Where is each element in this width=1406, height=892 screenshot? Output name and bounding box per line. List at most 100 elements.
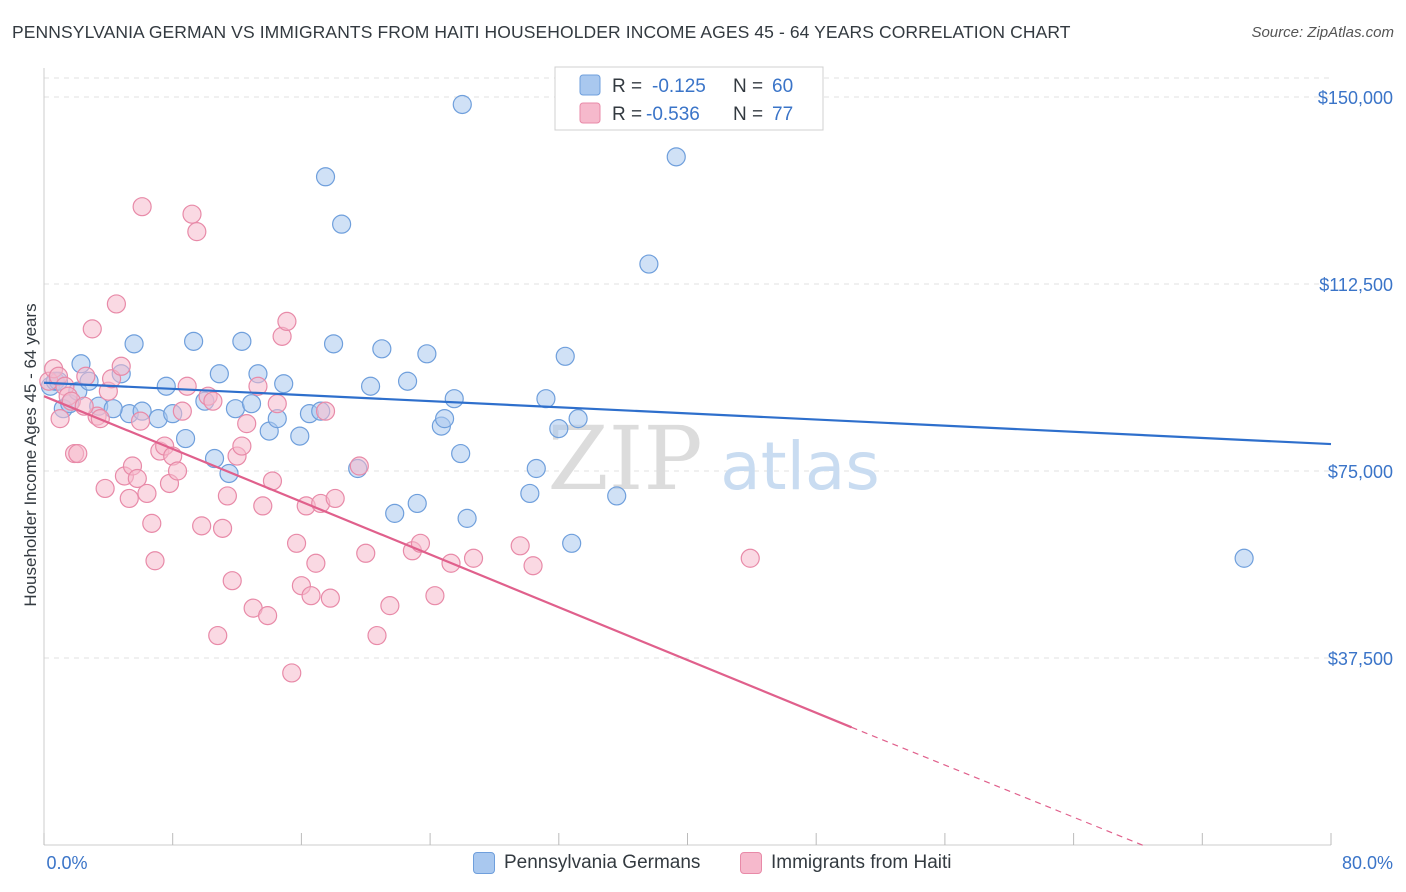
point-pennsylvania-germans	[397, 371, 418, 391]
point-pennsylvania-germans	[315, 167, 336, 187]
point-immigrants-from-haiti	[203, 391, 223, 411]
y-tick-label: $150,000	[1318, 88, 1393, 108]
point-pennsylvania-germans	[607, 486, 627, 506]
stats-n-label-pink: N =	[733, 104, 763, 125]
point-pennsylvania-germans	[124, 334, 144, 354]
y-axis-label: Householder Income Ages 45 - 64 years	[21, 303, 40, 606]
point-pennsylvania-germans	[434, 409, 455, 429]
point-pennsylvania-germans	[103, 399, 123, 419]
point-pennsylvania-germans	[274, 374, 294, 394]
point-pennsylvania-germans	[360, 376, 381, 396]
point-immigrants-from-haiti	[76, 366, 96, 386]
chart-title: PENNSYLVANIA GERMAN VS IMMIGRANTS FROM H…	[12, 22, 1071, 42]
watermark: ZIP atlas	[547, 407, 879, 510]
point-immigrants-from-haiti	[380, 596, 400, 616]
point-immigrants-from-haiti	[510, 536, 530, 556]
stats-legend-pink-swatch	[579, 102, 601, 124]
watermark-atlas: atlas	[720, 428, 880, 505]
point-pennsylvania-germans	[520, 483, 540, 504]
stats-r-label-pink: R =	[612, 104, 642, 125]
point-pennsylvania-germans	[452, 94, 472, 115]
point-immigrants-from-haiti	[425, 586, 445, 606]
legend-item-immigrants-from-haiti[interactable]: Immigrants from Haiti	[740, 852, 952, 874]
point-pennsylvania-germans	[332, 214, 352, 234]
point-pennsylvania-germans	[241, 394, 262, 414]
point-immigrants-from-haiti	[349, 456, 369, 476]
point-immigrants-from-haiti	[111, 356, 131, 376]
point-pennsylvania-germans	[444, 389, 464, 409]
point-immigrants-from-haiti	[192, 516, 212, 536]
point-pennsylvania-germans	[568, 409, 588, 429]
point-immigrants-from-haiti	[182, 204, 202, 224]
point-pennsylvania-germans	[372, 339, 392, 359]
point-immigrants-from-haiti	[212, 518, 233, 538]
trendline-immigrants-from-haiti	[43, 395, 853, 729]
legend-label-immigrants-from-haiti: Immigrants from Haiti	[771, 852, 952, 873]
trendline-pennsylvania-germans	[43, 381, 1332, 446]
point-pennsylvania-germans	[451, 443, 471, 464]
point-immigrants-from-haiti	[177, 376, 197, 396]
point-immigrants-from-haiti	[277, 311, 297, 331]
point-pennsylvania-germans	[232, 331, 252, 351]
x-tick-label: 0.0%	[46, 853, 87, 873]
point-pennsylvania-germans	[175, 428, 196, 449]
point-immigrants-from-haiti	[463, 548, 484, 568]
point-immigrants-from-haiti	[740, 548, 760, 568]
stats-n-label-blue: N =	[733, 76, 763, 97]
point-immigrants-from-haiti	[282, 663, 302, 683]
point-immigrants-from-haiti	[142, 513, 162, 533]
point-pennsylvania-germans	[417, 344, 437, 364]
point-immigrants-from-haiti	[248, 376, 268, 396]
trend-layer	[43, 381, 1332, 848]
point-pennsylvania-germans	[225, 399, 246, 419]
point-pennsylvania-germans	[290, 426, 310, 446]
point-pennsylvania-germans	[156, 376, 176, 396]
point-immigrants-from-haiti	[127, 468, 147, 489]
point-immigrants-from-haiti	[172, 401, 192, 421]
point-immigrants-from-haiti	[306, 553, 326, 573]
legend-label-pennsylvania-germans: Pennsylvania Germans	[504, 852, 701, 873]
y-tick-label: $75,000	[1328, 462, 1393, 482]
point-pennsylvania-germans	[526, 458, 546, 479]
legend-swatch-blue	[473, 852, 495, 874]
point-pennsylvania-germans	[1234, 548, 1254, 568]
point-immigrants-from-haiti	[50, 409, 70, 429]
point-immigrants-from-haiti	[258, 606, 278, 626]
point-immigrants-from-haiti	[217, 486, 237, 506]
x-tick-label: 80.0%	[1342, 853, 1393, 873]
point-immigrants-from-haiti	[68, 443, 88, 464]
y-tick-label: $37,500	[1328, 649, 1393, 669]
point-pennsylvania-germans	[385, 503, 405, 523]
point-pennsylvania-germans	[549, 419, 569, 439]
point-pennsylvania-germans	[562, 533, 582, 553]
point-pennsylvania-germans	[204, 448, 225, 469]
point-immigrants-from-haiti	[253, 496, 273, 516]
point-immigrants-from-haiti	[286, 533, 307, 553]
point-immigrants-from-haiti	[232, 436, 252, 456]
y-tick-label: $112,500	[1319, 275, 1393, 295]
point-immigrants-from-haiti	[315, 401, 336, 421]
stats-r-value-pink: -0.536	[646, 104, 700, 125]
legend-swatch-pink	[740, 852, 762, 874]
point-immigrants-from-haiti	[145, 551, 165, 571]
point-immigrants-from-haiti	[222, 571, 242, 591]
stats-n-value-pink: 77	[772, 104, 793, 125]
stats-r-label-blue: R =	[612, 76, 642, 97]
point-immigrants-from-haiti	[132, 197, 152, 217]
point-immigrants-from-haiti	[301, 586, 321, 606]
point-immigrants-from-haiti	[130, 411, 151, 431]
point-pennsylvania-germans	[639, 254, 659, 274]
grid-layer	[44, 77, 1331, 659]
legend-item-pennsylvania-germans[interactable]: Pennsylvania Germans	[473, 852, 700, 874]
point-immigrants-from-haiti	[237, 414, 257, 434]
point-immigrants-from-haiti	[320, 588, 340, 608]
point-immigrants-from-haiti	[267, 394, 287, 414]
point-immigrants-from-haiti	[208, 625, 228, 646]
point-immigrants-from-haiti	[106, 294, 126, 314]
point-pennsylvania-germans	[219, 463, 239, 484]
point-pennsylvania-germans	[666, 147, 686, 167]
point-pennsylvania-germans	[536, 389, 556, 409]
point-immigrants-from-haiti	[523, 556, 543, 576]
point-immigrants-from-haiti	[82, 319, 102, 339]
